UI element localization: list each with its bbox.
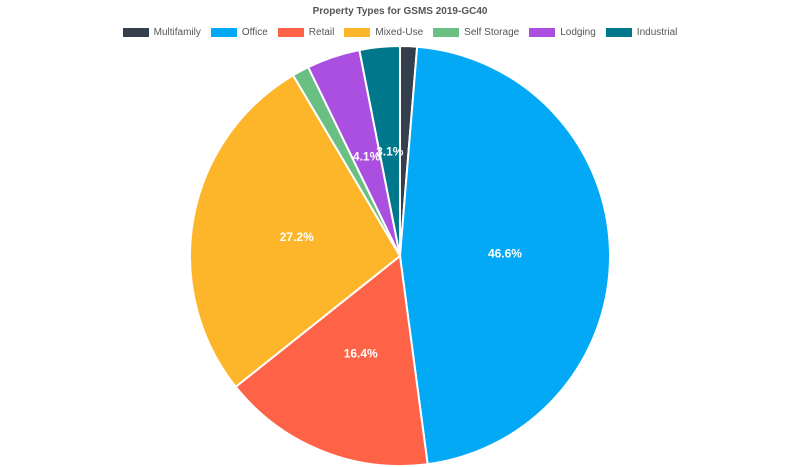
data-label-lodging: 4.1% (353, 149, 381, 163)
legend-label: Mixed-Use (375, 27, 424, 38)
data-label-office: 46.6% (488, 246, 522, 260)
legend-swatch (433, 28, 460, 37)
legend-label: Retail (308, 27, 335, 38)
data-label-retail: 16.4% (344, 346, 378, 360)
legend-label: Industrial (636, 27, 678, 38)
legend-swatch (529, 28, 556, 37)
pie-slice-retail[interactable] (234, 254, 429, 467)
legend-label: Office (241, 27, 268, 38)
legend-label: Multifamily (153, 27, 201, 38)
legend-swatch (210, 28, 237, 37)
legend-label: Lodging (560, 27, 596, 38)
pie-slice-industrial[interactable] (358, 44, 401, 257)
legend-item-self-storage[interactable]: Self Storage (433, 27, 519, 38)
legend-item-lodging[interactable]: Lodging (529, 27, 596, 38)
legend-item-industrial[interactable]: Industrial (605, 27, 678, 38)
legend-swatch (605, 28, 632, 37)
data-label-industrial: 3.1% (376, 144, 404, 158)
legend-item-mixed-use[interactable]: Mixed-Use (344, 27, 423, 38)
legend-item-office[interactable]: Office (210, 27, 268, 38)
legend-swatch (277, 28, 304, 37)
legend-label: Self Storage (464, 27, 520, 38)
pie-slice-mixed-use[interactable] (189, 73, 402, 389)
chart-legend: Multifamily Office Retail Mixed-Use Self Sto… (0, 27, 800, 38)
pie-slice-office[interactable] (398, 45, 612, 466)
chart-title: Property Types for GSMS 2019-GC40 (312, 6, 488, 17)
legend-item-multifamily[interactable]: Multifamily (122, 27, 201, 38)
legend-swatch (122, 28, 149, 37)
data-label-mixed-use: 27.2% (280, 230, 314, 244)
legend-item-retail[interactable]: Retail (277, 27, 335, 38)
legend-swatch (344, 28, 371, 37)
